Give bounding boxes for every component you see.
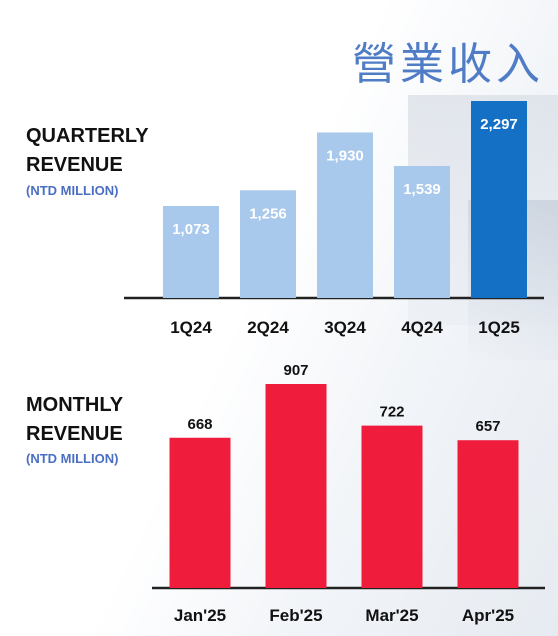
quarterly-tick-label-4: 1Q25 — [478, 318, 520, 337]
quarterly-bar-4 — [471, 101, 527, 298]
monthly-tick-label-1: Feb'25 — [269, 606, 322, 625]
quarterly-value-label-1: 1,256 — [249, 205, 287, 222]
quarterly-value-label-3: 1,539 — [403, 181, 441, 198]
monthly-bar-3 — [457, 440, 519, 588]
quarterly-value-label-4: 2,297 — [480, 116, 518, 133]
quarterly-value-label-0: 1,073 — [172, 221, 210, 238]
monthly-value-label-3: 657 — [475, 418, 500, 435]
monthly-value-label-1: 907 — [283, 362, 308, 379]
quarterly-tick-label-1: 2Q24 — [247, 318, 289, 337]
quarterly-bar-2 — [317, 132, 373, 298]
monthly-bar-0 — [169, 437, 231, 588]
quarterly-bar-3 — [394, 166, 450, 298]
monthly-value-label-0: 668 — [187, 416, 212, 433]
monthly-title-line1: MONTHLY — [26, 394, 124, 416]
monthly-title-line2: REVENUE — [26, 423, 123, 445]
quarterly-tick-label-3: 4Q24 — [401, 318, 443, 337]
quarterly-tick-label-2: 3Q24 — [324, 318, 366, 337]
page-title: 營業收入 — [352, 39, 544, 90]
quarterly-unit: (NTD MILLION) — [26, 183, 119, 198]
monthly-value-label-2: 722 — [379, 404, 404, 421]
monthly-unit: (NTD MILLION) — [26, 451, 119, 466]
monthly-bar-2 — [361, 425, 423, 588]
monthly-tick-label-2: Mar'25 — [365, 606, 418, 625]
quarterly-bar-1 — [240, 190, 296, 298]
monthly-tick-label-0: Jan'25 — [174, 606, 226, 625]
quarterly-title-line1: QUARTERLY — [26, 125, 149, 147]
quarterly-title-line2: REVENUE — [26, 154, 123, 176]
quarterly-tick-label-0: 1Q24 — [170, 318, 212, 337]
quarterly-bar-0 — [163, 205, 219, 298]
quarterly-value-label-2: 1,930 — [326, 147, 364, 164]
monthly-tick-label-3: Apr'25 — [462, 606, 514, 625]
monthly-bar-1 — [265, 384, 327, 588]
